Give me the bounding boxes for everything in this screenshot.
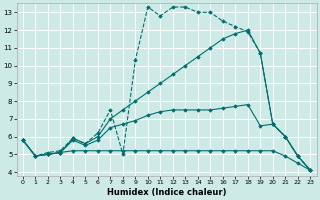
X-axis label: Humidex (Indice chaleur): Humidex (Indice chaleur) [107, 188, 226, 197]
